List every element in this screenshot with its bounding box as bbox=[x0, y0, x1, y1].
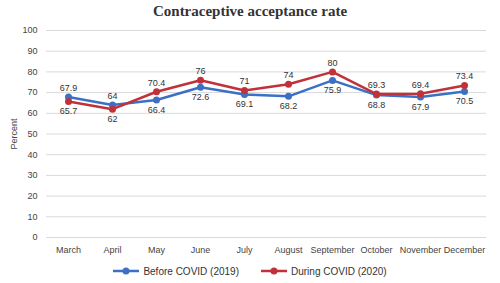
svg-text:July: July bbox=[236, 245, 253, 255]
svg-text:64: 64 bbox=[107, 91, 117, 101]
svg-text:70.4: 70.4 bbox=[148, 78, 166, 88]
svg-text:72.6: 72.6 bbox=[192, 92, 210, 102]
svg-text:67.9: 67.9 bbox=[412, 102, 430, 112]
svg-text:August: August bbox=[274, 245, 303, 255]
svg-text:65.7: 65.7 bbox=[60, 106, 78, 116]
svg-text:76: 76 bbox=[195, 66, 205, 76]
svg-text:80: 80 bbox=[27, 67, 37, 77]
svg-text:69.1: 69.1 bbox=[236, 99, 254, 109]
svg-text:0: 0 bbox=[32, 232, 37, 242]
html-text:During COVID (2020): During COVID (2020) bbox=[291, 265, 387, 277]
svg-text:69.4: 69.4 bbox=[412, 80, 430, 90]
svg-text:May: May bbox=[148, 245, 166, 255]
svg-text:October: October bbox=[360, 245, 392, 255]
svg-text:60: 60 bbox=[27, 108, 37, 118]
svg-text:80: 80 bbox=[327, 58, 337, 68]
svg-text:67.9: 67.9 bbox=[60, 83, 78, 93]
svg-text:71: 71 bbox=[239, 76, 249, 86]
html-text:Before COVID (2019): Before COVID (2019) bbox=[143, 265, 239, 277]
svg-text:10: 10 bbox=[27, 212, 37, 222]
svg-text:70: 70 bbox=[27, 87, 37, 97]
svg-text:69.3: 69.3 bbox=[368, 80, 386, 90]
html-text:Contraceptive acceptance rate: Contraceptive acceptance rate bbox=[153, 3, 347, 19]
svg-text:66.4: 66.4 bbox=[148, 105, 166, 115]
svg-text:74: 74 bbox=[283, 70, 293, 80]
svg-text:73.4: 73.4 bbox=[456, 71, 474, 81]
svg-text:March: March bbox=[56, 245, 81, 255]
svg-text:December: December bbox=[444, 245, 486, 255]
svg-text:50: 50 bbox=[27, 129, 37, 139]
svg-text:68.2: 68.2 bbox=[280, 101, 298, 111]
svg-text:40: 40 bbox=[27, 150, 37, 160]
svg-text:100: 100 bbox=[22, 25, 37, 35]
svg-text:68.8: 68.8 bbox=[368, 100, 386, 110]
svg-text:90: 90 bbox=[27, 46, 37, 56]
svg-text:75.9: 75.9 bbox=[324, 85, 342, 95]
svg-text:20: 20 bbox=[27, 191, 37, 201]
svg-text:62: 62 bbox=[107, 114, 117, 124]
svg-text:September: September bbox=[310, 245, 354, 255]
svg-text:November: November bbox=[400, 245, 442, 255]
svg-text:30: 30 bbox=[27, 170, 37, 180]
svg-text:April: April bbox=[103, 245, 121, 255]
svg-text:Percent: Percent bbox=[9, 118, 19, 150]
svg-text:70.5: 70.5 bbox=[456, 96, 474, 106]
svg-text:June: June bbox=[191, 245, 211, 255]
